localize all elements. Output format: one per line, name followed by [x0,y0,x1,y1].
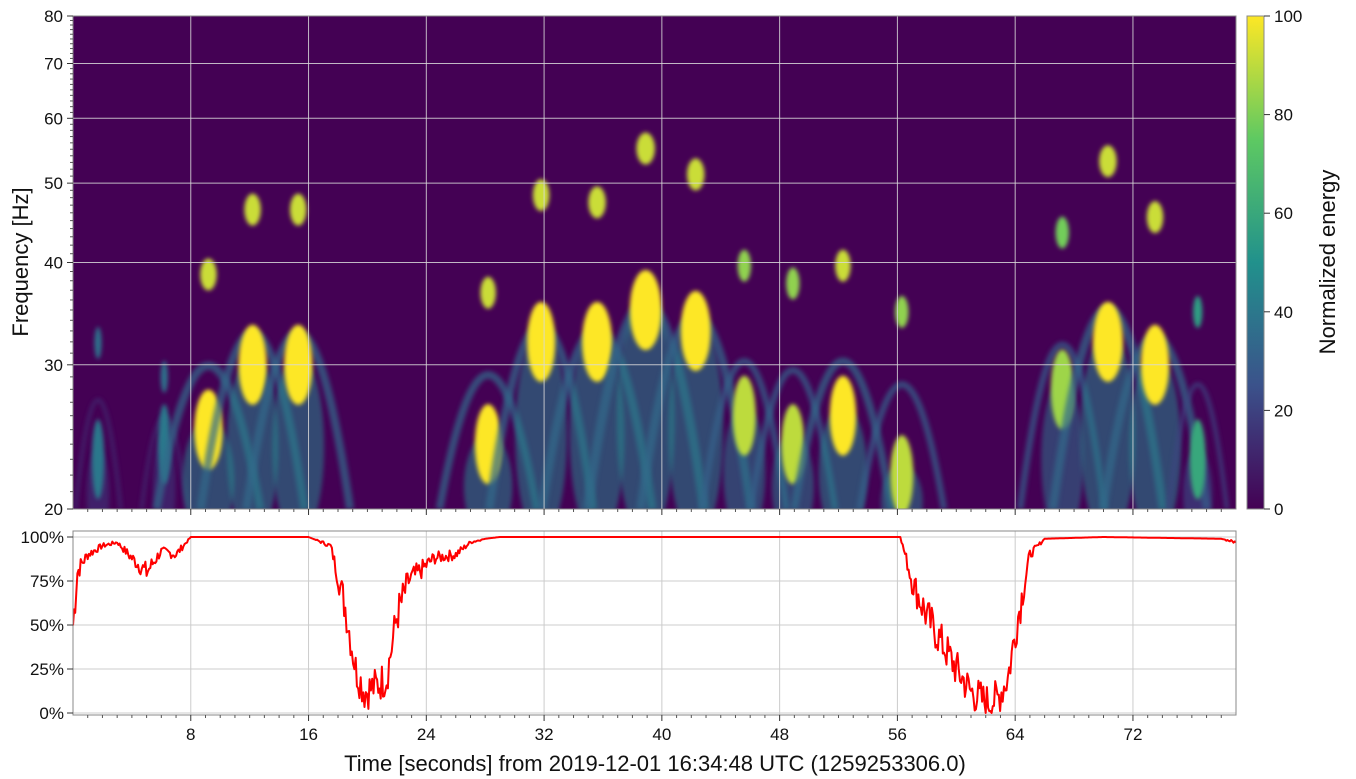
timeseries-y-ticks: 0% 25% 50% 75% 100% [21,528,73,723]
spectrogram-harmonic [786,267,800,300]
spectrogram-core [527,301,556,382]
spectrogram-core [629,269,662,350]
spectrogram-feature [790,249,896,509]
spectrogram-harmonic [1099,145,1117,178]
spectrogram-grid [73,16,1236,509]
timeseries-background [73,531,1236,715]
spectrogram-harmonic [1146,201,1164,234]
spectrogram-y-tick-label: 50 [44,174,63,193]
spectrogram-y-tick-label: 40 [44,254,63,273]
spectrogram-arch [698,358,790,509]
colorbar-tick-label: 60 [1274,204,1293,223]
timeseries-x-ticks: 8 16 24 32 40 48 56 64 72 [87,715,1222,744]
spectrogram-feature [1048,145,1168,509]
spectrogram-halo [616,300,675,509]
spectrogram-harmonic [1193,295,1203,328]
spectrogram-core [732,375,756,456]
spectrogram-harmonic [686,158,705,191]
timeseries-y-tick-label: 50% [30,616,64,635]
spectrogram-harmonic [480,276,496,309]
spectrogram-core [829,375,857,456]
spectrogram-feature [1099,201,1211,509]
colorbar-gradient [1246,15,1265,510]
timeseries-x-tick-label: 32 [535,725,554,744]
colorbar-tick-label: 0 [1274,500,1283,519]
spectrogram-core [1189,419,1206,500]
spectrogram-y-tick-label: 20 [44,500,63,519]
spectrogram-y-tick-label: 80 [44,7,63,26]
spectrogram-harmonic [895,295,909,328]
spectrogram-harmonic [94,326,102,359]
timeseries-x-tick-label: 64 [1006,725,1025,744]
timeseries-frame [72,530,1237,716]
spectrogram-harmonic [737,249,751,282]
spectrogram-y-tick-label: 30 [44,356,63,375]
spectrogram-core [890,435,914,509]
timeseries-y-tick-label: 100% [21,528,64,547]
timeseries-x-tick-label: 8 [186,725,195,744]
spectrogram-panel: 20 30 40 50 60 70 80 Frequency [Hz] [8,7,1237,519]
spectrogram-arch [790,357,896,509]
spectrogram-halo [1080,331,1136,509]
colorbar: 0 20 40 60 80 100 Normalized energy [1246,7,1340,519]
spectrogram-harmonic [588,186,606,219]
timeseries-x-tick-label: 72 [1123,725,1142,744]
timeseries-panel: 0% 25% 50% 75% 100% 8 16 24 32 40 48 56 64 72 Time [… [21,528,1237,776]
colorbar-ticks: 0 20 40 60 80 100 [1264,7,1302,519]
spectrogram-harmonic [1055,216,1069,249]
spectrogram-halo [1129,354,1181,509]
timeseries-y-tick-label: 75% [30,572,64,591]
spectrogram-feature [73,326,123,509]
timeseries-x-tick-label: 24 [417,725,436,744]
spectrogram-y-tick-label: 60 [44,109,63,128]
spectrogram-y-tick-label: 70 [44,54,63,73]
spectrogram-halo [272,354,325,509]
spectrogram-harmonic [835,249,851,282]
timeseries-x-tick-label: 16 [299,725,318,744]
spectrogram-harmonic [532,179,550,212]
timeseries-marks [73,536,1236,714]
percentage-series-line [73,536,1236,714]
timeseries-x-tick-label: 56 [888,725,907,744]
spectrogram-core [91,419,105,500]
spectrogram-arch [1166,382,1230,509]
x-axis-label: Time [seconds] from 2019-12-01 16:34:48 … [344,751,966,776]
spectrogram-core [582,301,613,382]
colorbar-tick-label: 40 [1274,303,1293,322]
timeseries-x-tick-label: 40 [652,725,671,744]
spectrogram-halo [515,331,568,509]
spectrogram-feature [856,295,948,509]
spectrogram-feature [242,193,355,509]
colorbar-tick-label: 100 [1274,7,1302,26]
spectrogram-harmonic [244,193,261,226]
spectrogram-arch [856,381,948,509]
spectrogram-harmonic [160,360,168,393]
spectrogram-arch [73,398,123,509]
spectrogram-harmonic [289,193,307,226]
timeseries-y-tick-label: 0% [39,704,64,723]
colorbar-tick-label: 80 [1274,106,1293,125]
colorbar-tick-label: 20 [1274,401,1293,420]
timeseries-x-tick-label: 48 [770,725,789,744]
spectrogram-harmonic [200,258,217,291]
spectrogram-y-ticks: 20 30 40 50 60 70 80 [44,7,73,519]
spectrogram-core [680,290,711,371]
spectrogram-core [1092,301,1123,382]
spectrogram-harmonic [636,132,655,165]
spectrogram-x-ticks [87,509,1222,515]
spectrogram-marks [73,132,1230,509]
timeseries-y-tick-label: 25% [30,660,64,679]
spectrogram-y-axis-label: Frequency [Hz] [8,187,33,336]
spectrogram-feature [1166,295,1230,509]
colorbar-label: Normalized energy [1315,170,1340,355]
